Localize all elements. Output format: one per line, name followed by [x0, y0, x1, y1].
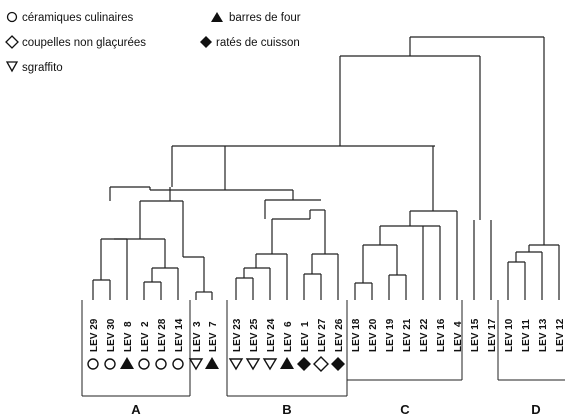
group-label-a: A — [131, 402, 141, 417]
filled-triangle-up-icon — [120, 357, 134, 369]
open-triangle-down-icon — [245, 358, 261, 371]
leaf-label: LEV 3 — [192, 321, 203, 352]
leaf-label: LEV 28 — [157, 318, 168, 352]
leaf-label: LEV 14 — [174, 318, 185, 352]
leaf-label: LEV 29 — [89, 318, 100, 352]
leaf-label: LEV 25 — [249, 318, 260, 352]
leaf-label: LEV 26 — [334, 318, 345, 352]
legend-item-unglazed-cups: coupelles non glaçurées — [5, 35, 146, 49]
leaf-label: LEV 27 — [317, 318, 328, 352]
group-label-d: D — [531, 402, 540, 417]
open-circle-icon — [6, 11, 18, 23]
legend-label: céramiques culinaires — [22, 12, 133, 24]
legend: céramiques culinaires barres de four cou… — [5, 11, 301, 74]
leaf-label: LEV 11 — [521, 319, 532, 352]
leaf-symbols — [87, 356, 345, 372]
leaf-label: LEV 12 — [555, 318, 566, 352]
group-boxes — [81, 300, 565, 397]
legend-label: barres de four — [229, 12, 301, 24]
leaf-labels: LEV 29 LEV 30 LEV 8 LEV 2 LEV 28 LEV 14 … — [89, 318, 566, 352]
group-labels: A B C D — [131, 402, 540, 417]
legend-item-culinary: céramiques culinaires — [6, 11, 133, 24]
leaf-label: LEV 22 — [419, 318, 430, 352]
legend-item-kiln-bars: barres de four — [211, 12, 301, 24]
open-triangle-down-icon — [188, 358, 204, 371]
open-diamond-icon — [5, 35, 19, 49]
group-label-c: C — [400, 402, 410, 417]
filled-diamond-icon — [297, 357, 311, 371]
leaf-label: LEV 15 — [470, 318, 481, 352]
open-triangle-down-icon — [5, 61, 19, 73]
open-circle-icon — [172, 358, 184, 370]
leaf-label: LEV 24 — [266, 318, 277, 352]
open-triangle-down-icon — [228, 358, 244, 371]
legend-label: ratés de cuisson — [216, 37, 300, 49]
leaf-label: LEV 16 — [436, 318, 447, 352]
legend-label: sgraffito — [22, 62, 63, 74]
open-circle-icon — [87, 358, 99, 370]
leaf-label: LEV 2 — [140, 321, 151, 352]
leaf-label: LEV 23 — [232, 318, 243, 352]
leaf-label: LEV 4 — [453, 321, 464, 352]
dendrogram-tree — [92, 36, 560, 300]
leaf-label: LEV 8 — [123, 321, 134, 352]
leaf-label: LEV 7 — [208, 321, 219, 352]
leaf-label: LEV 6 — [283, 321, 294, 352]
group-box-a — [81, 300, 191, 397]
leaf-label: LEV 20 — [368, 318, 379, 352]
filled-triangle-up-icon — [211, 12, 223, 22]
group-box-d — [497, 300, 565, 381]
leaf-label: LEV 13 — [538, 318, 549, 352]
legend-item-sgraffito: sgraffito — [5, 61, 63, 74]
leaf-label: LEV 21 — [402, 318, 413, 352]
leaf-label: LEV 10 — [504, 318, 515, 352]
open-diamond-icon — [313, 356, 329, 372]
leaf-label: LEV 19 — [385, 318, 396, 352]
leaf-label: LEV 18 — [351, 318, 362, 352]
open-circle-icon — [155, 358, 167, 370]
leaf-label: LEV 17 — [487, 318, 498, 352]
group-label-b: B — [282, 402, 291, 417]
filled-triangle-up-icon — [280, 357, 294, 369]
leaf-label: LEV 30 — [106, 318, 117, 352]
filled-triangle-up-icon — [205, 357, 219, 369]
filled-diamond-icon — [200, 36, 212, 48]
group-box-c — [347, 300, 463, 381]
open-circle-icon — [104, 358, 116, 370]
filled-diamond-icon — [331, 357, 345, 371]
leaf-label: LEV 1 — [300, 321, 311, 352]
legend-item-firing-waste: ratés de cuisson — [200, 36, 300, 49]
open-triangle-down-icon — [262, 358, 278, 371]
open-circle-icon — [138, 358, 150, 370]
legend-label: coupelles non glaçurées — [22, 37, 146, 49]
